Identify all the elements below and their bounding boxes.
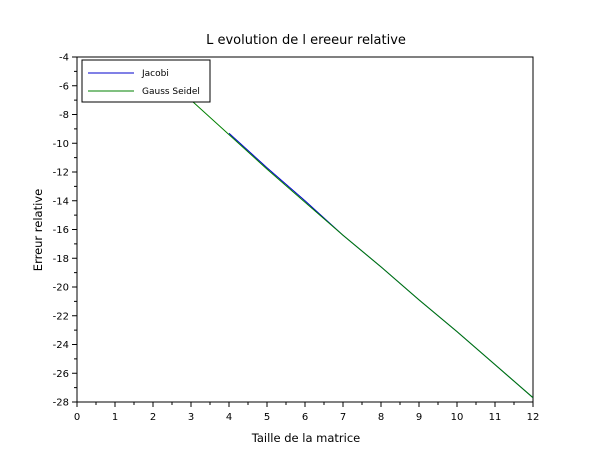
x-tick-label: 3 [188, 412, 194, 423]
legend-label-gauss-seidel: Gauss Seidel [142, 87, 200, 97]
y-tick-label: -28 [53, 398, 69, 409]
y-tick-label: -8 [59, 110, 69, 121]
x-axis-label: Taille de la matrice [251, 431, 361, 445]
x-tick-label: 6 [302, 412, 308, 423]
x-tick-label: 11 [489, 412, 502, 423]
y-tick-label: -22 [53, 311, 69, 322]
y-tick-label: -4 [59, 53, 69, 64]
y-tick-label: -16 [53, 225, 69, 236]
x-tick-label: 10 [451, 412, 464, 423]
y-axis: -28 -26 -24 -22 -20 -18 -16 -14 -12 -10 -8 -6 -4 [53, 53, 77, 409]
y-axis-label: Erreur relative [31, 189, 45, 271]
x-axis: 0 1 2 3 4 5 6 7 8 9 10 11 12 [74, 402, 540, 423]
x-tick-label: 8 [378, 412, 384, 423]
plot-area: 0 1 2 3 4 5 6 7 8 9 10 11 12 -28-26-24-22-20-18-16-1… [53, 53, 540, 424]
chart-title: L evolution de l ereeur relative [206, 33, 406, 48]
x-tick-label: 4 [226, 412, 232, 423]
legend-label-jacobi: Jacobi [141, 69, 169, 79]
x-tick-label: 7 [340, 412, 346, 423]
y-tick-label: -24 [53, 340, 69, 351]
x-tick-label: 5 [264, 412, 270, 423]
series-layer [152, 66, 533, 399]
x-tick-label: 9 [416, 412, 422, 423]
series-line-gauss-seidel [152, 66, 533, 399]
y-tick-label: -26 [53, 369, 69, 380]
y-tick-label: -20 [53, 283, 69, 294]
x-tick-label: 0 [74, 412, 80, 423]
y-tick-label: -10 [53, 139, 69, 150]
x-tick-label: 1 [112, 412, 118, 423]
legend-box [81, 59, 211, 103]
y-tick-label: -18 [53, 254, 69, 265]
x-tick-label: 12 [527, 412, 540, 423]
y-tick-label: -12 [53, 168, 69, 179]
legend: Jacobi Gauss Seidel [81, 59, 211, 103]
y-tick-label: -6 [59, 81, 69, 92]
x-tick-label: 2 [150, 412, 156, 423]
y-tick-label: -14 [53, 196, 69, 207]
